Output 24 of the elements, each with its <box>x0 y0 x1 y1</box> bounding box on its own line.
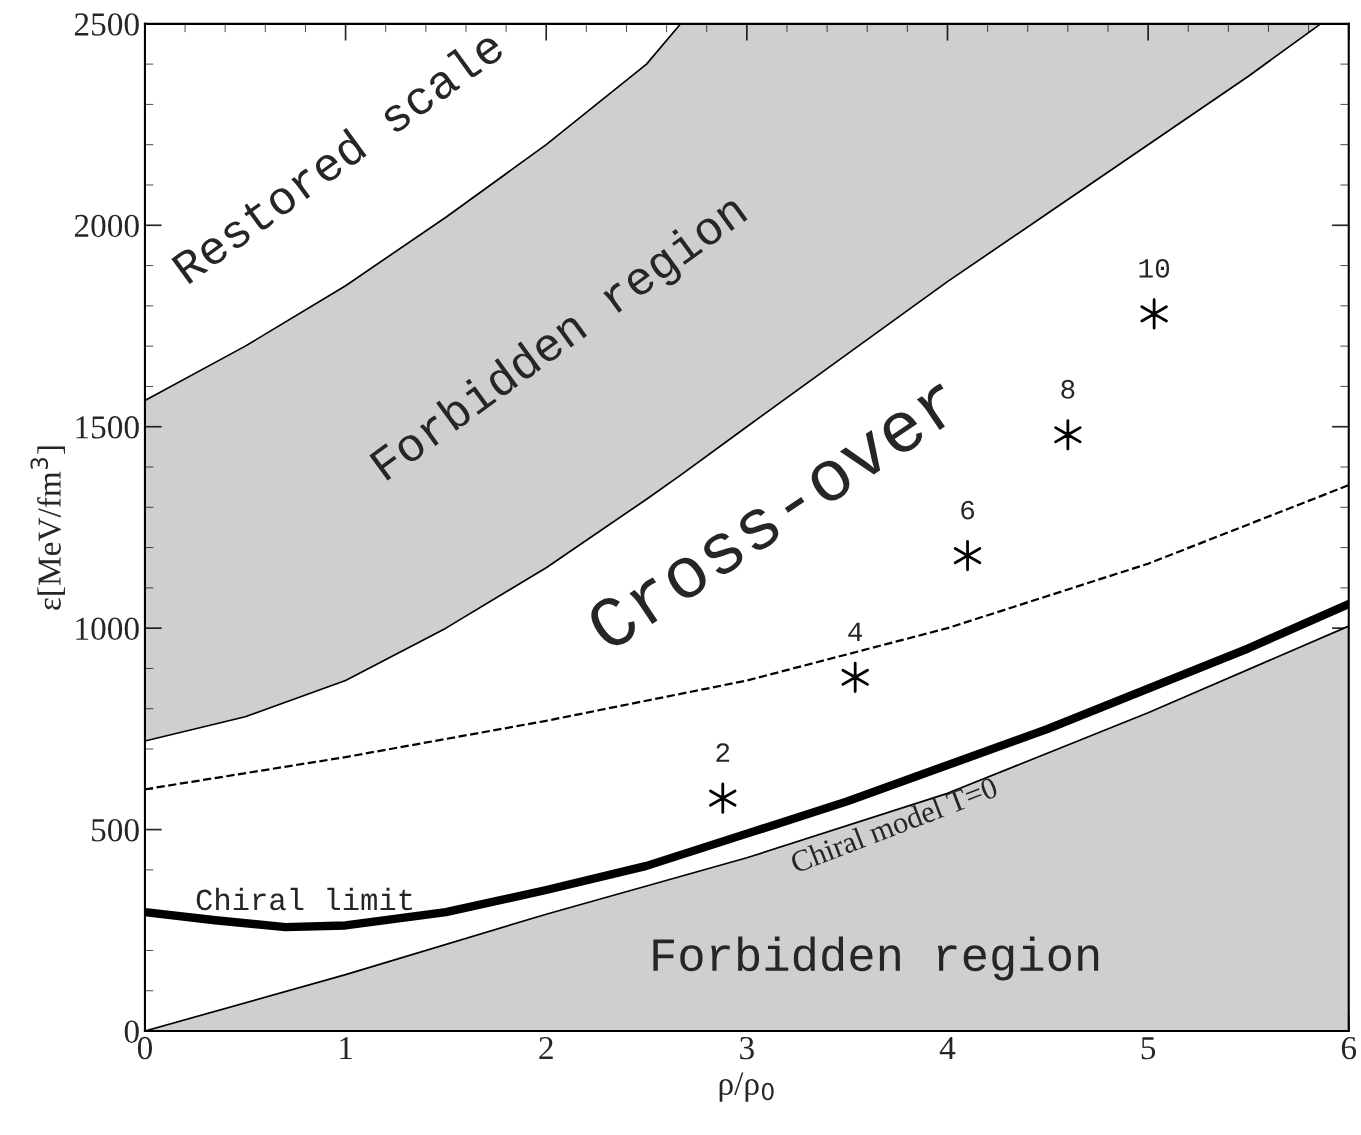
y-axis-title: ε[MeV/fm$^{3}$] <box>30 446 65 610</box>
x-axis-title: ρ/ρ$_{0}$ <box>719 1072 774 1102</box>
y-tick-label: 0 <box>124 1020 139 1043</box>
y-tick-label: 2500 <box>74 13 139 36</box>
x-tick-label: 5 <box>1141 1037 1156 1060</box>
annotation: Chiral limit <box>196 887 412 911</box>
x-tick-label: 2 <box>539 1036 553 1060</box>
x-tick-label: 6 <box>1341 1036 1357 1060</box>
y-tick-label: 1000 <box>76 617 139 641</box>
y-tick-label: 2000 <box>74 214 139 238</box>
y-tick-label: 1500 <box>76 416 139 439</box>
annotation: 10 <box>1139 259 1170 278</box>
point <box>1140 298 1168 330</box>
x-tick-label: 4 <box>939 1037 956 1060</box>
y-tick-label: 500 <box>92 818 139 842</box>
point <box>1054 419 1082 451</box>
annotation: 6 <box>961 500 975 520</box>
annotation: Chiral model T=0 <box>789 775 999 874</box>
point <box>953 540 982 572</box>
annotation: 2 <box>716 743 730 762</box>
annotation: 8 <box>1061 379 1075 399</box>
annotation: Forbidden region <box>653 936 1099 981</box>
x-tick-label: 1 <box>340 1037 352 1060</box>
x-tick-label: 3 <box>740 1036 754 1060</box>
